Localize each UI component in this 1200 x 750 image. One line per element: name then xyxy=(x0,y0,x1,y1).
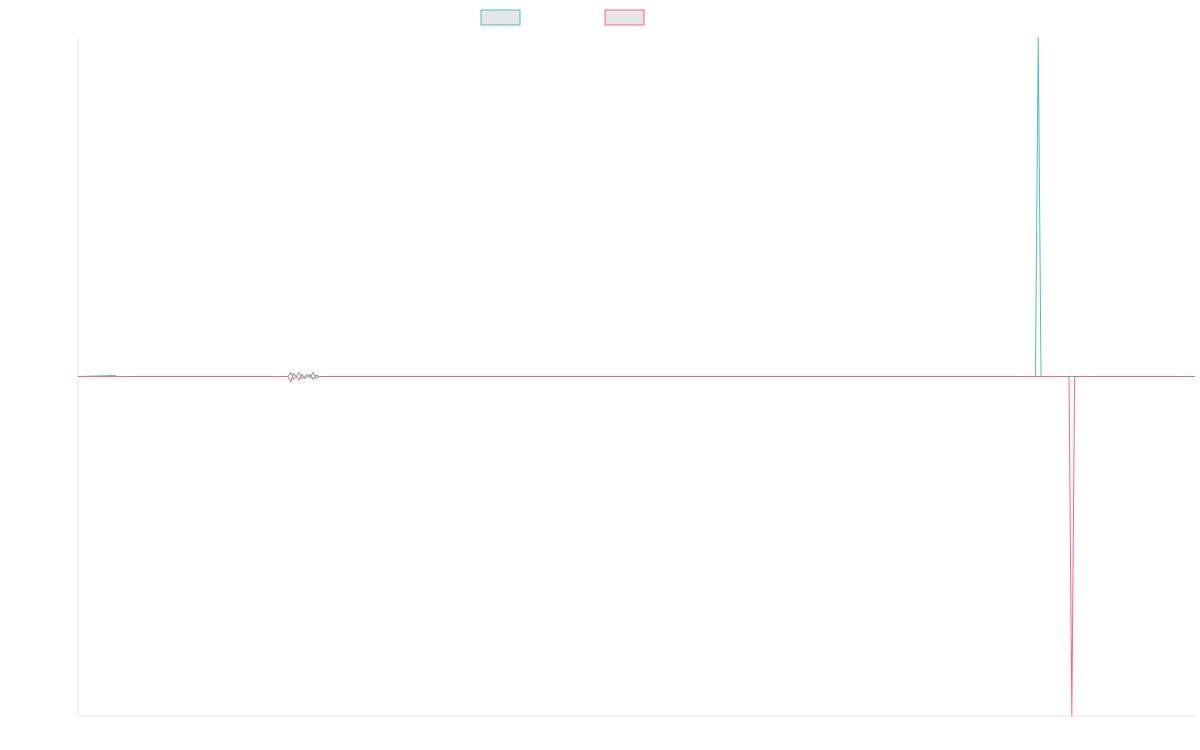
legend-item-series-1[interactable] xyxy=(480,9,521,26)
legend-swatch xyxy=(604,9,645,26)
legend xyxy=(480,9,645,26)
series-line-1 xyxy=(77,36,1195,381)
series-area xyxy=(77,36,1195,717)
legend-item-series-2[interactable] xyxy=(604,9,645,26)
legend-swatch xyxy=(480,9,521,26)
series-line-2 xyxy=(78,372,1195,717)
